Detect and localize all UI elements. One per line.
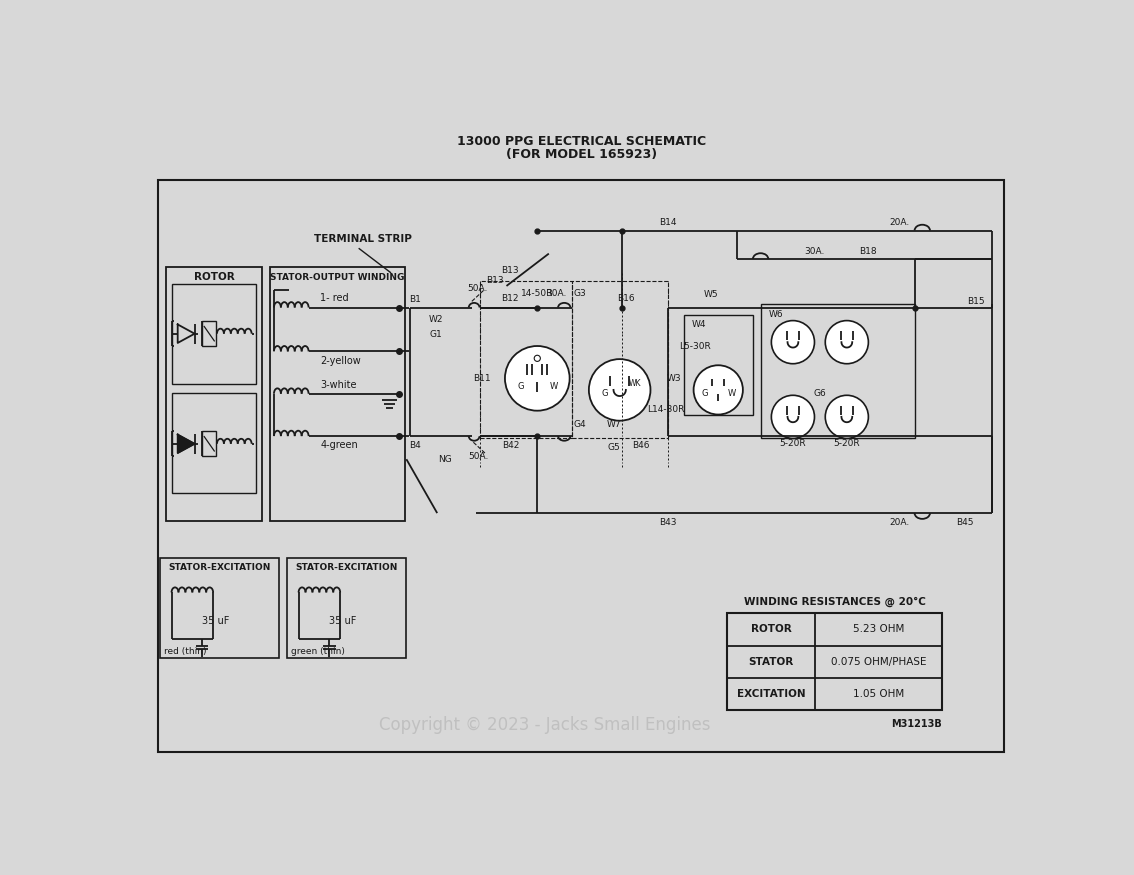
Bar [202,431,217,456]
Text: STATOR-OUTPUT WINDING: STATOR-OUTPUT WINDING [270,273,405,282]
Text: 3-white: 3-white [320,380,357,389]
Bar [202,321,217,346]
Text: G1: G1 [430,330,442,339]
Text: W2: W2 [429,314,443,324]
Text: WINDING RESISTANCES @ 20°C: WINDING RESISTANCES @ 20°C [744,597,925,607]
Text: STATOR-EXCITATION: STATOR-EXCITATION [169,563,271,571]
Text: G3: G3 [574,289,586,298]
Bar [160,557,279,658]
Text: 20A.: 20A. [889,218,909,228]
Bar [727,613,942,711]
Circle shape [589,359,651,421]
Text: W4: W4 [692,320,705,329]
Text: NG: NG [438,455,451,464]
Text: 0.075 OHM/PHASE: 0.075 OHM/PHASE [831,657,926,667]
Bar [270,267,405,521]
Text: W3: W3 [667,374,682,383]
Text: 50A.: 50A. [467,284,488,293]
Text: L14-30R: L14-30R [646,404,684,414]
Text: 50A.: 50A. [468,452,488,461]
Circle shape [826,396,869,438]
Circle shape [826,320,869,364]
Bar [684,315,753,416]
Text: 30A.: 30A. [547,289,567,298]
Text: EXCITATION: EXCITATION [737,689,805,699]
Text: B18: B18 [860,247,878,255]
Text: 1.05 OHM: 1.05 OHM [853,689,905,699]
Text: G: G [517,382,524,390]
Polygon shape [178,435,195,453]
Bar [167,267,262,521]
Text: W: W [728,389,736,398]
Text: B13: B13 [486,276,503,285]
Text: 14-50R: 14-50R [522,289,553,298]
Bar [171,284,256,384]
Text: W6: W6 [768,310,782,319]
Bar [761,304,915,438]
Text: B11: B11 [473,374,491,383]
Text: B4: B4 [409,441,421,450]
Bar [159,180,1004,752]
Text: STATOR: STATOR [748,657,794,667]
Text: red (thin): red (thin) [163,648,206,656]
Text: ROTOR: ROTOR [194,272,235,283]
Text: 5.23 OHM: 5.23 OHM [853,625,905,634]
Bar [287,557,406,658]
Text: WK: WK [629,379,642,388]
Text: 20A.: 20A. [889,518,909,527]
Text: 1- red: 1- red [320,293,349,304]
Text: B14: B14 [660,218,677,228]
Text: 13000 PPG ELECTRICAL SCHEMATIC: 13000 PPG ELECTRICAL SCHEMATIC [457,136,705,149]
Circle shape [771,396,814,438]
Text: M31213B: M31213B [891,719,942,729]
Text: G4: G4 [574,420,586,429]
Text: L5-30R: L5-30R [679,341,711,351]
Text: B16: B16 [617,294,635,303]
Text: B15: B15 [967,297,985,306]
Circle shape [534,355,541,361]
Text: W: W [550,382,558,390]
Bar [171,393,256,493]
Bar [480,281,572,438]
Text: (FOR MODEL 165923): (FOR MODEL 165923) [506,148,657,161]
Text: G5: G5 [608,443,620,452]
Text: B43: B43 [660,518,677,527]
Text: G: G [701,389,708,398]
Text: green (thin): green (thin) [291,648,345,656]
Bar [572,281,668,438]
Text: B46: B46 [633,441,650,450]
Text: ROTOR: ROTOR [751,625,792,634]
Text: B13: B13 [501,266,519,275]
Text: 5-20R: 5-20R [779,439,806,448]
Text: TERMINAL STRIP: TERMINAL STRIP [314,234,412,244]
Text: B1: B1 [409,295,421,304]
Circle shape [505,346,569,410]
Text: W5: W5 [703,290,718,299]
Text: G: G [601,389,608,398]
Text: Copyright © 2023 - Jacks Small Engines: Copyright © 2023 - Jacks Small Engines [379,716,711,734]
Text: 35 uF: 35 uF [202,616,229,626]
Text: W7: W7 [607,420,621,429]
Text: G6: G6 [813,389,827,398]
Text: 4-green: 4-green [320,440,358,451]
Text: 30A.: 30A. [804,247,824,255]
Text: 35 uF: 35 uF [329,616,356,626]
Text: STATOR-EXCITATION: STATOR-EXCITATION [296,563,398,571]
Circle shape [771,320,814,364]
Text: B12: B12 [501,294,519,303]
Text: 5-20R: 5-20R [833,439,860,448]
Text: B45: B45 [956,518,973,527]
Text: B42: B42 [501,441,519,450]
Circle shape [694,365,743,415]
Text: 2-yellow: 2-yellow [320,355,361,366]
